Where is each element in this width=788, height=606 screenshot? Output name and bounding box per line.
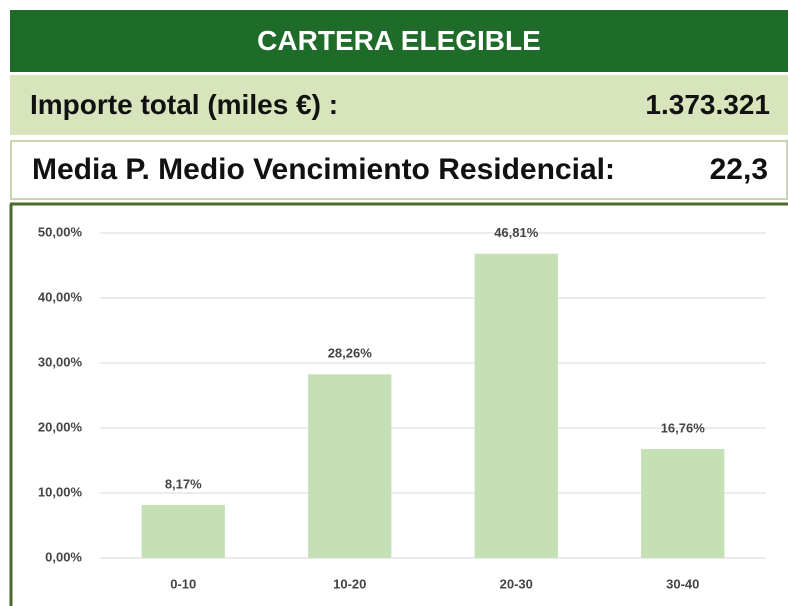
summary-row: Media P. Medio Vencimiento Residencial: … xyxy=(10,140,788,200)
data-label: 28,26% xyxy=(328,346,373,361)
y-tick-label: 10,00% xyxy=(38,484,83,499)
bar xyxy=(474,253,558,559)
bar xyxy=(641,449,725,558)
bar xyxy=(308,374,392,558)
summary-label: Importe total (miles €) : xyxy=(30,89,339,120)
bar xyxy=(141,504,225,558)
summary-row: Importe total (miles €) : 1.373.321 xyxy=(10,75,788,135)
x-tick-label: 0-10 xyxy=(170,576,196,591)
summary-value: 1.373.321 xyxy=(645,89,770,120)
y-tick-label: 50,00% xyxy=(38,224,83,239)
summary-value: 22,3 xyxy=(709,153,768,186)
x-tick-label: 30-40 xyxy=(666,576,699,591)
x-tick-label: 10-20 xyxy=(333,576,366,591)
x-tick-label: 20-30 xyxy=(500,576,533,591)
data-label: 46,81% xyxy=(494,225,539,240)
y-tick-label: 0,00% xyxy=(45,549,82,564)
summary-label: Media P. Medio Vencimiento Residencial: xyxy=(32,153,615,186)
data-label: 8,17% xyxy=(165,476,202,491)
data-label: 16,76% xyxy=(661,420,706,435)
y-tick-label: 20,00% xyxy=(38,419,83,434)
header-title: CARTERA ELEGIBLE xyxy=(10,10,788,72)
y-tick-label: 40,00% xyxy=(38,289,83,304)
y-tick-label: 30,00% xyxy=(38,354,83,369)
